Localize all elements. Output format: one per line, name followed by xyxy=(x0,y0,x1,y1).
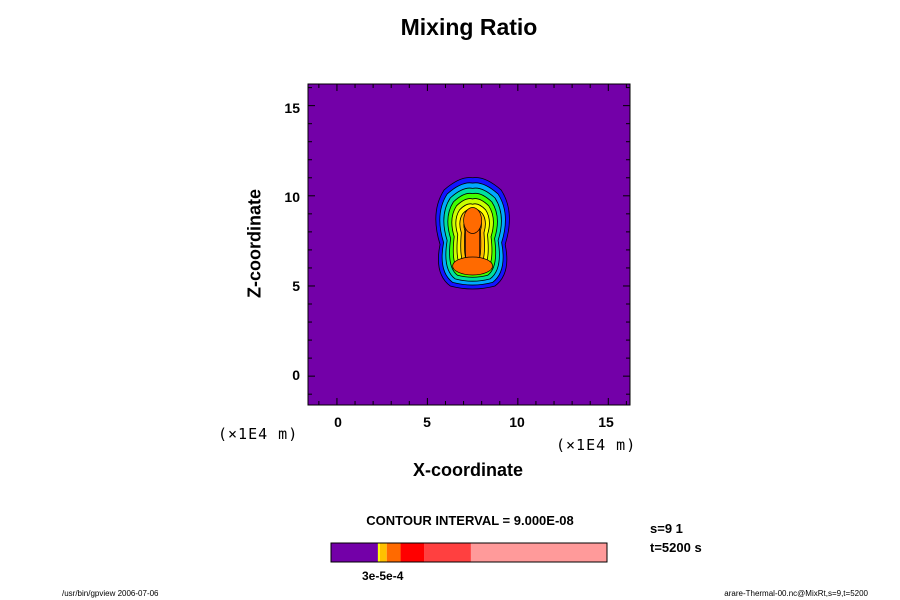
chart-title: Mixing Ratio xyxy=(400,14,538,40)
y-tick-label: 0 xyxy=(292,367,300,383)
colorbar-segment xyxy=(379,543,387,562)
footer-command: /usr/bin/gpview 2006-07-06 xyxy=(62,589,159,598)
contour-core-cap xyxy=(463,207,482,234)
time-label: t=5200 s xyxy=(650,540,702,555)
z-unit-label: (×1E4 m) xyxy=(218,425,299,443)
colorbar-segment xyxy=(424,543,471,562)
plot-frame xyxy=(307,83,631,406)
y-tick-label: 5 xyxy=(292,278,300,294)
colorbar-segment xyxy=(400,543,425,562)
x-tick-label: 0 xyxy=(334,414,342,430)
x-axis-label: X-coordinate xyxy=(412,460,523,480)
colorbar-frame xyxy=(330,542,608,563)
colorbar-segment xyxy=(331,543,378,562)
x-tick-label: 10 xyxy=(509,414,525,430)
y-tick-label: 15 xyxy=(284,100,300,116)
colorbar-segment xyxy=(386,543,401,562)
x-tick-label: 15 xyxy=(598,414,614,430)
x-tick-label: 5 xyxy=(423,414,431,430)
colorbar-tick-label: 3e-5e-4 xyxy=(362,569,404,583)
colorbar-segment xyxy=(377,543,380,562)
contour-interval: CONTOUR INTERVAL = 9.000E-08 xyxy=(366,513,574,528)
y-tick-label: 10 xyxy=(284,189,300,205)
colorbar-segment xyxy=(470,543,607,562)
x-unit-label: (×1E4 m) xyxy=(556,436,637,454)
s-index-label: s=9 1 xyxy=(650,521,683,536)
footer-source: arare-Thermal-00.nc@MixRt,s=9,t=5200 xyxy=(724,589,868,598)
contour-core-base xyxy=(452,256,493,276)
